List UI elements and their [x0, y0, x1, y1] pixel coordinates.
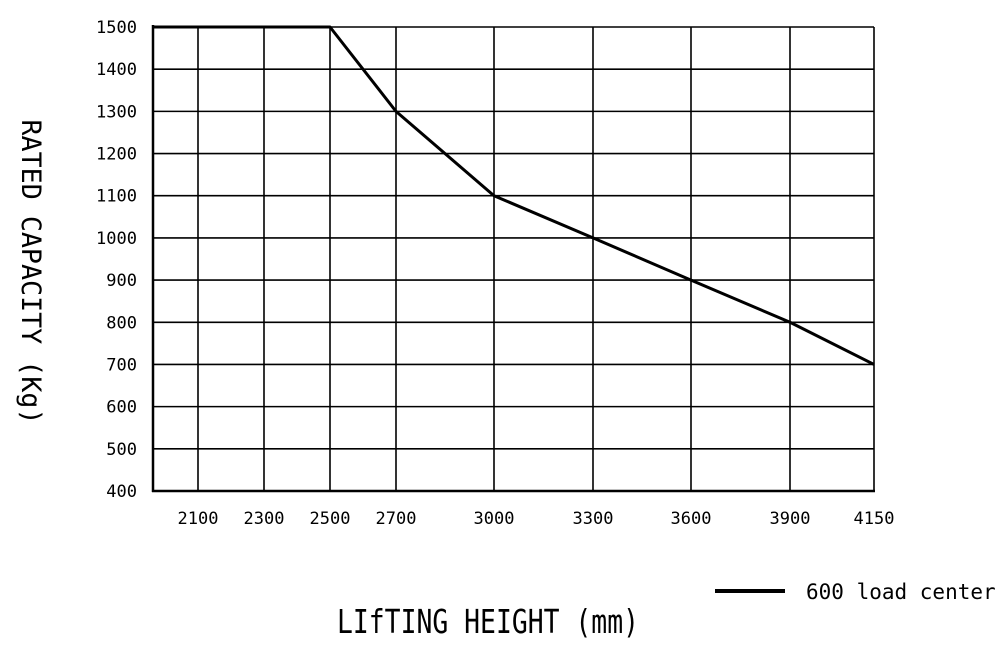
- y-tick-label: 1100: [96, 187, 137, 207]
- y-tick-label: 500: [106, 440, 137, 460]
- axes: [151, 25, 875, 493]
- x-tick-label: 3300: [573, 509, 614, 529]
- x-tick-label: 2500: [310, 509, 351, 529]
- y-tick-label: 800: [106, 313, 137, 333]
- x-tick-label: 2300: [244, 509, 285, 529]
- y-tick-label: 600: [106, 398, 137, 418]
- x-tick-label: 3000: [474, 509, 515, 529]
- y-tick-label: 1300: [96, 102, 137, 122]
- tick-labels: 400 500 600 700 800 900 1000 1100 1200 1300 1400 15…: [96, 18, 894, 529]
- y-tick-label: 1200: [96, 145, 137, 165]
- capacity-line: [153, 25, 875, 366]
- x-tick-label: 3600: [671, 509, 712, 529]
- y-tick-label: 1500: [96, 18, 137, 38]
- x-tick-label: 4150: [854, 509, 895, 529]
- y-axis-title: RATED CAPACITY (Kg): [15, 120, 46, 425]
- x-tick-label: 2700: [376, 509, 417, 529]
- y-tick-label: 400: [106, 482, 137, 502]
- legend-label: 600 load center: [806, 580, 996, 604]
- y-tick-label: 1400: [96, 60, 137, 80]
- legend: 600 load center: [715, 580, 996, 604]
- y-tick-label: 1000: [96, 229, 137, 249]
- x-tick-label: 2100: [178, 509, 219, 529]
- y-tick-label: 700: [106, 355, 137, 375]
- grid: [153, 26, 875, 491]
- x-tick-label: 3900: [770, 509, 811, 529]
- series: [152, 25, 875, 366]
- y-tick-label: 900: [106, 271, 137, 291]
- x-axis-title: LIfTING HEIGHT (mm): [337, 602, 639, 641]
